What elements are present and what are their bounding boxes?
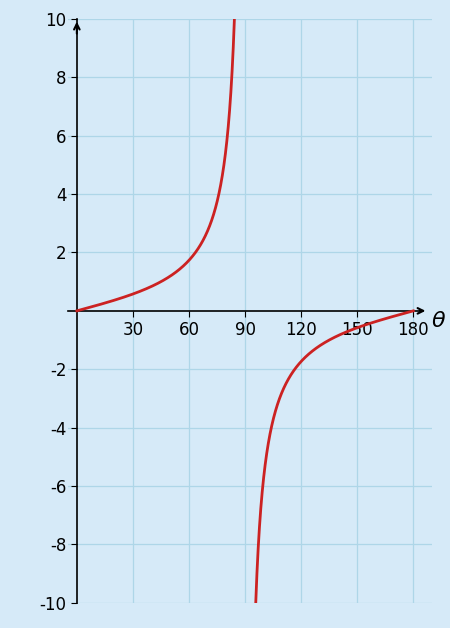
- Text: θ: θ: [432, 311, 446, 331]
